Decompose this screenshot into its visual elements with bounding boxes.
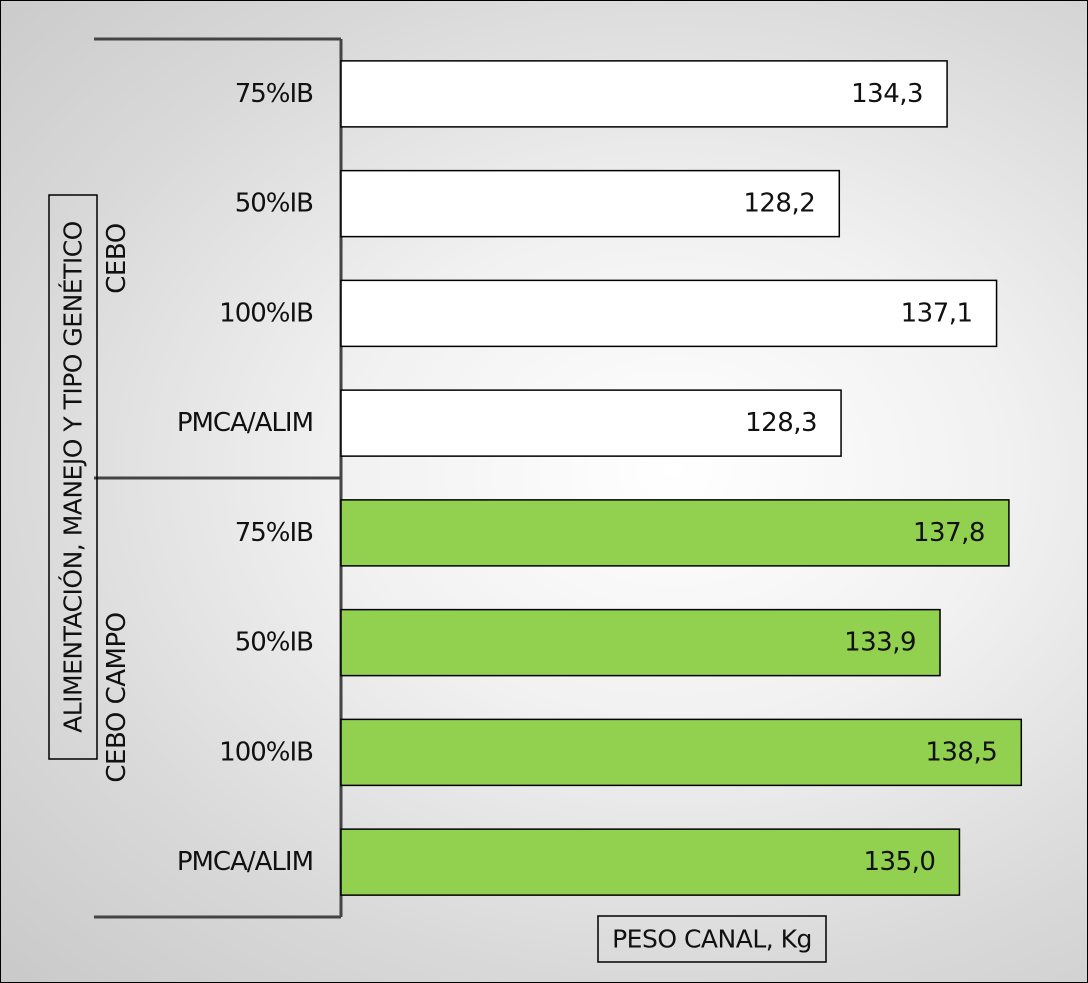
data-label: 128,3: [745, 408, 817, 438]
bar-layer: [340, 60, 1023, 896]
bar-cebo-4: [340, 389, 842, 457]
category-label: PMCA/ALIM: [177, 847, 313, 877]
data-label: 137,1: [901, 298, 973, 328]
bar-cebo-1: [340, 60, 948, 128]
x-axis-title-text: PESO CANAL, Kg: [612, 925, 812, 954]
data-label: 137,8: [913, 518, 985, 548]
data-label: 135,0: [864, 847, 936, 877]
category-label: 100%IB: [219, 298, 313, 328]
group-label: CEBO: [102, 223, 132, 293]
x-axis-title: PESO CANAL, Kg: [597, 915, 827, 963]
data-label: 133,9: [844, 628, 916, 658]
category-label: 75%IB: [235, 79, 313, 109]
y-axis-title-box: [48, 194, 98, 760]
bar-cebo-campo-3: [340, 718, 1023, 787]
category-label: 50%IB: [235, 628, 313, 658]
x-axis-title-box: [597, 915, 827, 963]
y-axis-title: ALIMENTACIÓN, MANEJO Y TIPO GENÉTICO: [48, 194, 98, 760]
bar-cebo-3: [340, 279, 998, 348]
bar-cebo-campo-1: [340, 499, 1010, 567]
data-label: 134,3: [851, 79, 923, 109]
category-label: PMCA/ALIM: [177, 408, 313, 438]
category-label: 100%IB: [219, 737, 313, 767]
group-label: CEBO CAMPO: [102, 612, 132, 782]
data-label: 128,2: [743, 189, 815, 219]
axis-layer: [94, 37, 343, 919]
label-layer: 75%IB 134,3 50%IB 128,2 100%IB 137,1 PMCA/ALIM…: [102, 79, 998, 877]
category-label: 50%IB: [235, 189, 313, 219]
bar-cebo-campo-4: [340, 828, 961, 896]
category-label: 75%IB: [235, 518, 313, 548]
y-axis-title-text: ALIMENTACIÓN, MANEJO Y TIPO GENÉTICO: [58, 221, 88, 733]
bar-cebo-campo-2: [340, 608, 941, 677]
bar-cebo-2: [340, 169, 841, 238]
data-label: 138,5: [925, 737, 997, 767]
